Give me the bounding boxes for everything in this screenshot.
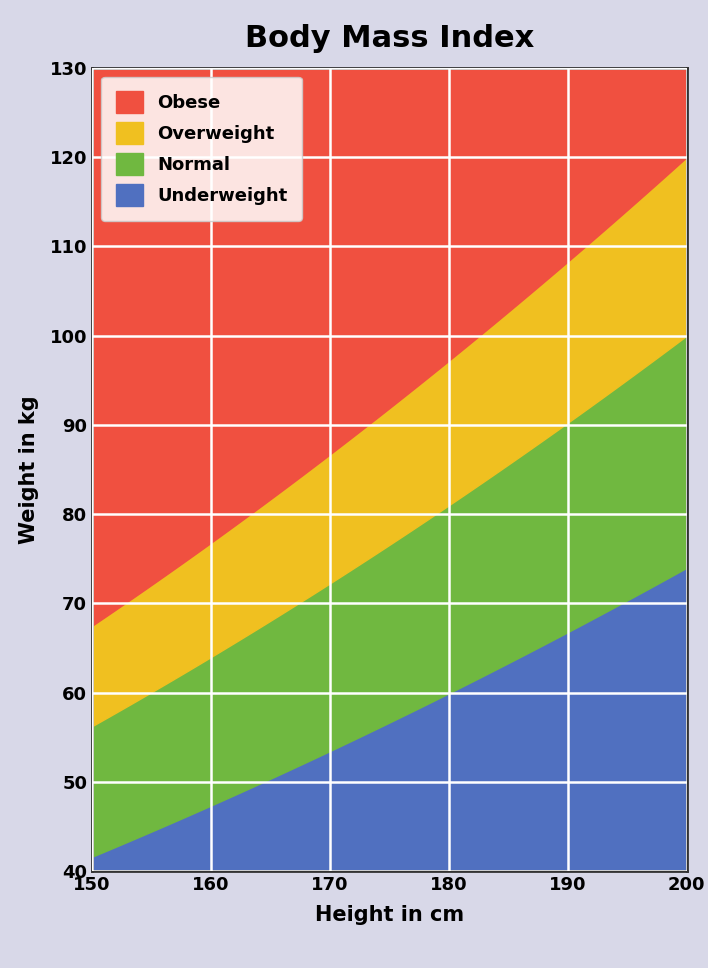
Legend: Obese, Overweight, Normal, Underweight: Obese, Overweight, Normal, Underweight — [101, 76, 302, 221]
Title: Body Mass Index: Body Mass Index — [245, 24, 534, 53]
Y-axis label: Weight in kg: Weight in kg — [18, 395, 38, 544]
X-axis label: Height in cm: Height in cm — [315, 905, 464, 925]
